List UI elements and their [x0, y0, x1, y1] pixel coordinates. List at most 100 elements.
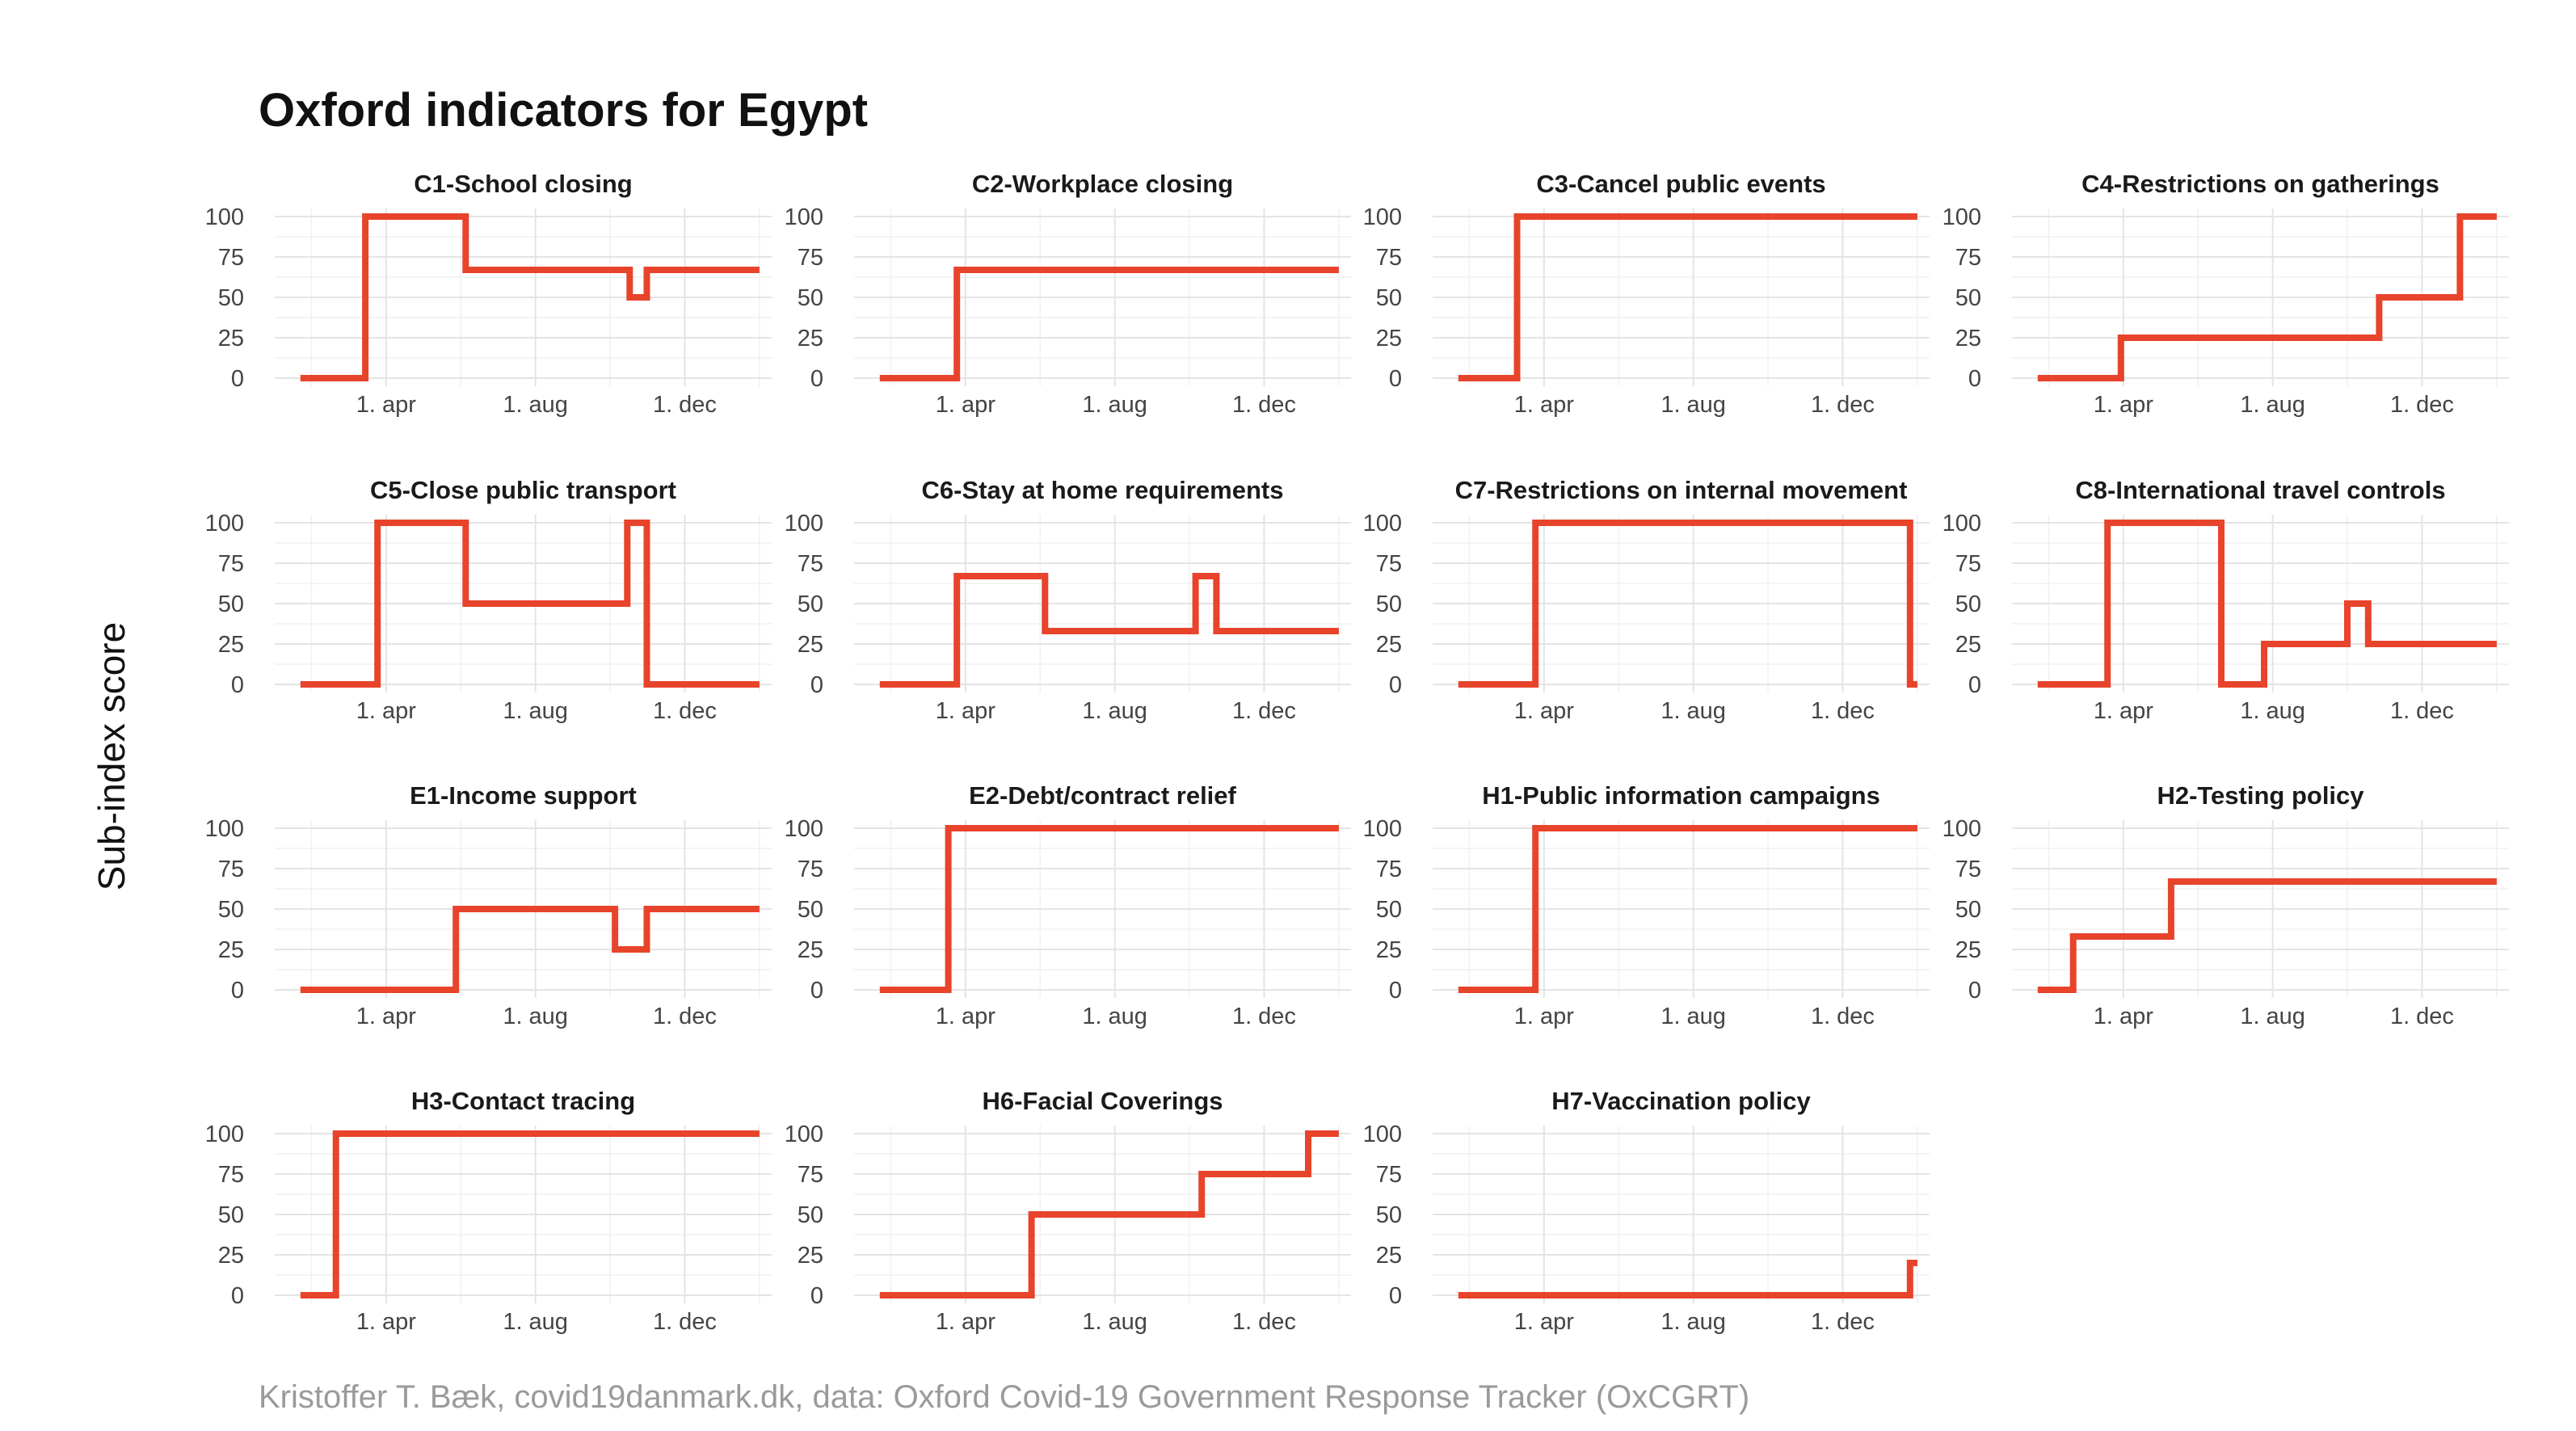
x-tick-label: 1. aug: [1661, 698, 1726, 724]
y-tick-label: 25: [218, 632, 244, 658]
facet-panel: H2-Testing policy 0 25 50 75 100 1. apr 1. aug 1…: [1943, 781, 2509, 1029]
y-tick-label: 50: [1955, 897, 1981, 923]
y-tick-label: 75: [1955, 856, 1981, 882]
y-tick-label: 50: [1955, 285, 1981, 311]
y-tick-label: 50: [1376, 285, 1402, 311]
y-tick-label: 100: [1943, 511, 1981, 537]
y-tick-label: 0: [1968, 366, 1981, 392]
facet-panels: C1-School closing 0 25 50 75 100 1. apr 1. aug 1…: [205, 170, 2509, 1335]
y-tick-label: 50: [218, 591, 244, 617]
facet-panel: C8-International travel controls 0 25 50 75 1…: [1943, 476, 2509, 724]
panel-title: C3-Cancel public events: [1536, 170, 1825, 198]
y-tick-label: 100: [205, 816, 244, 842]
panel-title: C4-Restrictions on gatherings: [2081, 170, 2439, 198]
y-tick-label: 100: [785, 816, 823, 842]
y-tick-label: 25: [1955, 326, 1981, 351]
panel-title: C6-Stay at home requirements: [922, 476, 1284, 504]
y-tick-label: 100: [785, 1122, 823, 1147]
panel-title: C2-Workplace closing: [972, 170, 1233, 198]
x-tick-label: 1. dec: [1232, 698, 1296, 724]
y-tick-label: 0: [231, 1283, 244, 1309]
facet-panel: H6-Facial Coverings 0 25 50 75 100 1. apr 1. au…: [785, 1087, 1351, 1335]
facet-panel: E2-Debt/contract relief 0 25 50 75 100 1. apr 1…: [785, 781, 1351, 1029]
x-tick-label: 1. dec: [1232, 392, 1296, 418]
panel-title: H2-Testing policy: [2157, 781, 2364, 810]
y-tick-label: 75: [218, 551, 244, 577]
y-tick-label: 50: [1376, 897, 1402, 923]
y-axis-label: Sub-index score: [90, 622, 133, 890]
y-tick-label: 100: [205, 204, 244, 230]
x-tick-label: 1. dec: [2390, 1004, 2454, 1029]
facet-panel: H7-Vaccination policy 0 25 50 75 100 1. apr 1. …: [1363, 1087, 1930, 1335]
x-tick-label: 1. apr: [1514, 698, 1574, 724]
y-tick-label: 25: [218, 1243, 244, 1269]
y-tick-label: 100: [785, 204, 823, 230]
y-tick-label: 100: [1943, 816, 1981, 842]
facet-panel: C4-Restrictions on gatherings 0 25 50 75 100 1…: [1943, 170, 2509, 418]
y-tick-label: 100: [205, 1122, 244, 1147]
series-line: [2037, 520, 2497, 688]
x-tick-label: 1. apr: [2094, 1004, 2153, 1029]
x-tick-label: 1. dec: [653, 1309, 717, 1335]
x-tick-label: 1. apr: [1514, 392, 1574, 418]
series-line: [879, 1130, 1339, 1298]
y-tick-label: 25: [1376, 326, 1402, 351]
y-tick-label: 100: [1363, 816, 1402, 842]
series-line: [300, 520, 760, 688]
y-tick-label: 0: [1968, 978, 1981, 1004]
x-tick-label: 1. apr: [936, 1309, 995, 1335]
x-tick-label: 1. apr: [2094, 392, 2153, 418]
x-tick-label: 1. dec: [1232, 1004, 1296, 1029]
facet-panel: C2-Workplace closing 0 25 50 75 100 1. apr 1. a…: [785, 170, 1351, 418]
x-tick-label: 1. aug: [1661, 392, 1726, 418]
series-line: [300, 1130, 760, 1298]
series-line: [2037, 878, 2497, 993]
y-tick-label: 0: [1389, 366, 1402, 392]
x-tick-label: 1. aug: [1082, 392, 1147, 418]
y-tick-label: 100: [785, 511, 823, 537]
panel-title: E1-Income support: [410, 781, 637, 810]
panel-title: H7-Vaccination policy: [1551, 1087, 1811, 1115]
y-tick-label: 0: [810, 672, 823, 698]
x-tick-label: 1. aug: [503, 392, 568, 418]
y-tick-label: 0: [1968, 672, 1981, 698]
x-tick-label: 1. aug: [2240, 698, 2305, 724]
facet-panel: H1-Public information campaigns 0 25 50 75 10…: [1363, 781, 1930, 1029]
x-tick-label: 1. dec: [1232, 1309, 1296, 1335]
y-tick-label: 75: [798, 551, 823, 577]
y-tick-label: 25: [1376, 632, 1402, 658]
x-tick-label: 1. dec: [653, 698, 717, 724]
y-tick-label: 0: [231, 366, 244, 392]
y-tick-label: 0: [231, 672, 244, 698]
y-tick-label: 50: [218, 285, 244, 311]
panel-title: E2-Debt/contract relief: [969, 781, 1236, 810]
facet-panel: C5-Close public transport 0 25 50 75 100 1. ap…: [205, 476, 772, 724]
y-tick-label: 50: [218, 897, 244, 923]
y-tick-label: 25: [798, 1243, 823, 1269]
y-tick-label: 75: [218, 1162, 244, 1188]
y-tick-label: 100: [1363, 204, 1402, 230]
y-tick-label: 100: [1943, 204, 1981, 230]
series-line: [1458, 1260, 1917, 1298]
x-tick-label: 1. aug: [503, 1309, 568, 1335]
x-tick-label: 1. apr: [356, 1004, 416, 1029]
y-tick-label: 75: [218, 856, 244, 882]
y-tick-label: 75: [798, 856, 823, 882]
x-tick-label: 1. dec: [2390, 698, 2454, 724]
x-tick-label: 1. apr: [356, 392, 416, 418]
x-tick-label: 1. apr: [1514, 1309, 1574, 1335]
y-tick-label: 50: [798, 897, 823, 923]
y-tick-label: 50: [1376, 1202, 1402, 1228]
chart-caption: Kristoffer T. Bæk, covid19danmark.dk, da…: [259, 1379, 1749, 1415]
x-tick-label: 1. apr: [936, 392, 995, 418]
series-line: [2037, 213, 2497, 381]
panel-title: H3-Contact tracing: [411, 1087, 635, 1115]
series-line: [879, 825, 1339, 993]
facet-panel: C7-Restrictions on internal movement 0 25 5…: [1363, 476, 1930, 724]
y-tick-label: 50: [1955, 591, 1981, 617]
y-tick-label: 100: [205, 511, 244, 537]
y-tick-label: 75: [1955, 245, 1981, 271]
x-tick-label: 1. apr: [356, 1309, 416, 1335]
panel-title: C7-Restrictions on internal movement: [1455, 476, 1908, 504]
x-tick-label: 1. apr: [936, 1004, 995, 1029]
